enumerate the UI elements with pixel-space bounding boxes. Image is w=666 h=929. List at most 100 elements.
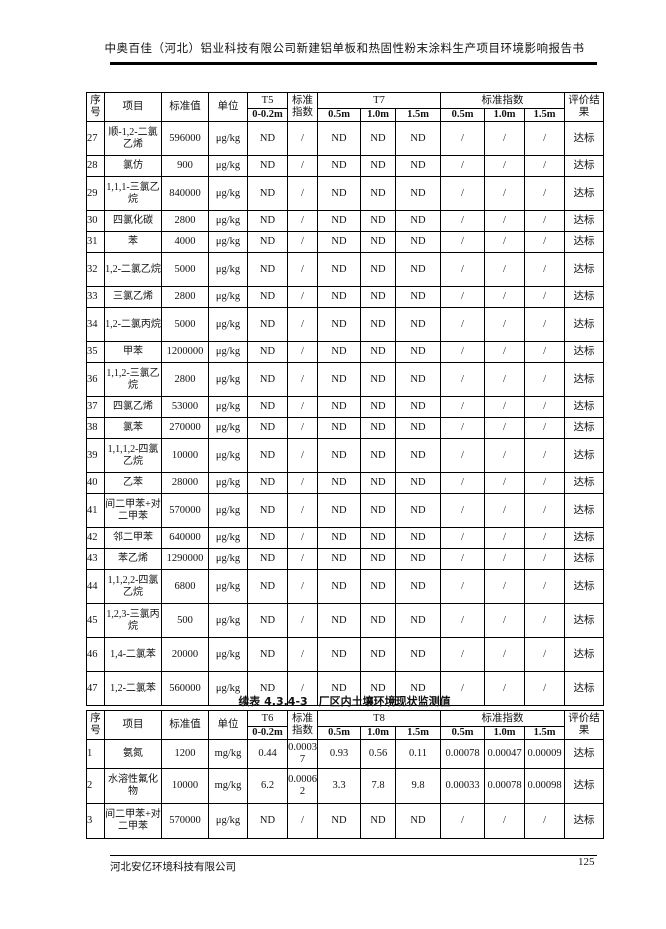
- cell-surface-value: ND: [247, 341, 288, 363]
- monitoring-table-continued: 序号 项目 标准值 单位 T5 标准指数 T7 标准指数 评价结果 0-0.2m 0.5m 1.0m 1…: [86, 92, 605, 706]
- cell-evaluation: 达标: [564, 176, 605, 211]
- cell-item: 1,1,1-三氯乙烷: [104, 176, 162, 211]
- cell-index-1.0: /: [484, 155, 526, 177]
- cell-surface-value: ND: [247, 231, 288, 253]
- cell-standard-value: 640000: [161, 527, 209, 549]
- cell-surface-index: /: [287, 493, 318, 528]
- cell-evaluation: 达标: [564, 603, 605, 638]
- cell-standard-value: 500: [161, 603, 209, 638]
- cell-depth-0.5: ND: [317, 210, 361, 232]
- table-row: 38 氯苯 270000 μg/kg ND / ND ND ND / / / 达标: [86, 417, 605, 439]
- running-header: 中奥百佳（河北）铝业科技有限公司新建铝单板和热固性粉末涂料生产项目环境影响报告书: [104, 41, 585, 55]
- cell-index-1.0: /: [484, 671, 526, 706]
- cell-surface-index: /: [287, 548, 318, 570]
- cell-unit: μg/kg: [208, 155, 248, 177]
- cell-evaluation: 达标: [564, 768, 605, 804]
- cell-surface-index: /: [287, 341, 318, 363]
- cell-surface-index: /: [287, 121, 318, 156]
- cell-depth-1.0: ND: [360, 671, 396, 706]
- cell-standard-value: 2800: [161, 362, 209, 397]
- cell-evaluation: 达标: [564, 396, 605, 418]
- header-unit: 单位: [208, 710, 248, 740]
- cell-surface-index: /: [287, 176, 318, 211]
- cell-item: 间二甲苯+对二甲苯: [104, 493, 162, 528]
- header-seq: 序号: [86, 710, 105, 740]
- cell-surface-value: ND: [247, 493, 288, 528]
- cell-item: 间二甲苯+对二甲苯: [104, 803, 162, 839]
- cell-depth-0.5: ND: [317, 637, 361, 672]
- cell-depth-1.5: ND: [394, 417, 442, 439]
- table-caption: 续表 4.3.4-3 厂区内土壤环境现状监测值: [238, 695, 451, 708]
- cell-surface-value: ND: [247, 121, 288, 156]
- cell-index-1.5: /: [524, 252, 566, 287]
- cell-depth-1.5: ND: [394, 671, 442, 706]
- cell-depth-1.5: ND: [394, 176, 442, 211]
- cell-surface-value: ND: [247, 176, 288, 211]
- header-depth: 1.0m: [360, 726, 396, 740]
- cell-depth-1.0: 7.8: [360, 768, 396, 804]
- cell-evaluation: 达标: [564, 803, 605, 839]
- cell-index-1.0: /: [484, 176, 526, 211]
- cell-standard-value: 10000: [161, 438, 209, 473]
- cell-index-1.0: /: [484, 231, 526, 253]
- header-depth: 1.0m: [484, 108, 526, 122]
- header-depth: 0-0.2m: [247, 108, 288, 122]
- cell-surface-value: ND: [247, 637, 288, 672]
- cell-surface-index: /: [287, 637, 318, 672]
- cell-depth-1.0: ND: [360, 493, 396, 528]
- cell-index-0.5: /: [440, 438, 486, 473]
- cell-index-1.0: /: [484, 210, 526, 232]
- cell-index-1.5: /: [524, 548, 566, 570]
- cell-surface-index: 0.00062: [287, 768, 318, 804]
- table-row: 35 甲苯 1200000 μg/kg ND / ND ND ND / / / 达标: [86, 341, 605, 363]
- header-row: 序号 项目 标准值 单位 T5 标准指数 T7 标准指数 评价结果: [86, 92, 605, 122]
- cell-evaluation: 达标: [564, 341, 605, 363]
- cell-index-1.0: 0.00047: [484, 739, 526, 769]
- header-depth: 1.5m: [524, 108, 566, 122]
- cell-unit: μg/kg: [208, 637, 248, 672]
- cell-item: 甲苯: [104, 341, 162, 363]
- cell-unit: μg/kg: [208, 803, 248, 839]
- cell-evaluation: 达标: [564, 527, 605, 549]
- cell-index-1.0: /: [484, 569, 526, 604]
- cell-depth-0.5: ND: [317, 548, 361, 570]
- cell-index-0.5: /: [440, 527, 486, 549]
- cell-depth-1.0: ND: [360, 803, 396, 839]
- cell-evaluation: 达标: [564, 362, 605, 397]
- cell-standard-value: 900: [161, 155, 209, 177]
- table-row: 30 四氯化碳 2800 μg/kg ND / ND ND ND / / / 达标: [86, 210, 605, 232]
- cell-item: 氨氮: [104, 739, 162, 769]
- cell-index-1.5: /: [524, 569, 566, 604]
- cell-surface-index: /: [287, 527, 318, 549]
- cell-item: 1,2,3-三氯丙烷: [104, 603, 162, 638]
- cell-unit: μg/kg: [208, 341, 248, 363]
- cell-unit: μg/kg: [208, 417, 248, 439]
- cell-evaluation: 达标: [564, 155, 605, 177]
- cell-index-1.0: /: [484, 493, 526, 528]
- cell-standard-value: 5000: [161, 252, 209, 287]
- cell-index-0.5: /: [440, 671, 486, 706]
- cell-surface-value: ND: [247, 307, 288, 342]
- table-row: 29 1,1,1-三氯乙烷 840000 μg/kg ND / ND ND ND / / / 达标: [86, 176, 605, 211]
- cell-depth-0.5: 3.3: [317, 768, 361, 804]
- cell-index-0.5: 0.00078: [440, 739, 486, 769]
- cell-index-1.5: /: [524, 341, 566, 363]
- cell-depth-1.5: ND: [394, 803, 442, 839]
- header-site-a: T6: [247, 710, 288, 727]
- header-unit: 单位: [208, 92, 248, 122]
- cell-evaluation: 达标: [564, 671, 605, 706]
- cell-item: 1,1,2-三氯乙烷: [104, 362, 162, 397]
- cell-index-1.0: /: [484, 341, 526, 363]
- cell-item: 1,1,2,2-四氯乙烷: [104, 569, 162, 604]
- header-item: 项目: [104, 710, 162, 740]
- cell-standard-value: 1290000: [161, 548, 209, 570]
- cell-unit: mg/kg: [208, 768, 248, 804]
- cell-item: 四氯化碳: [104, 210, 162, 232]
- cell-depth-0.5: 0.93: [317, 739, 361, 769]
- cell-surface-value: ND: [247, 548, 288, 570]
- cell-depth-1.5: ND: [394, 569, 442, 604]
- cell-standard-value: 6800: [161, 569, 209, 604]
- table-row: 32 1,2-二氯乙烷 5000 μg/kg ND / ND ND ND / / / 达标: [86, 252, 605, 287]
- cell-seq: 1: [86, 739, 105, 769]
- cell-depth-0.5: ND: [317, 493, 361, 528]
